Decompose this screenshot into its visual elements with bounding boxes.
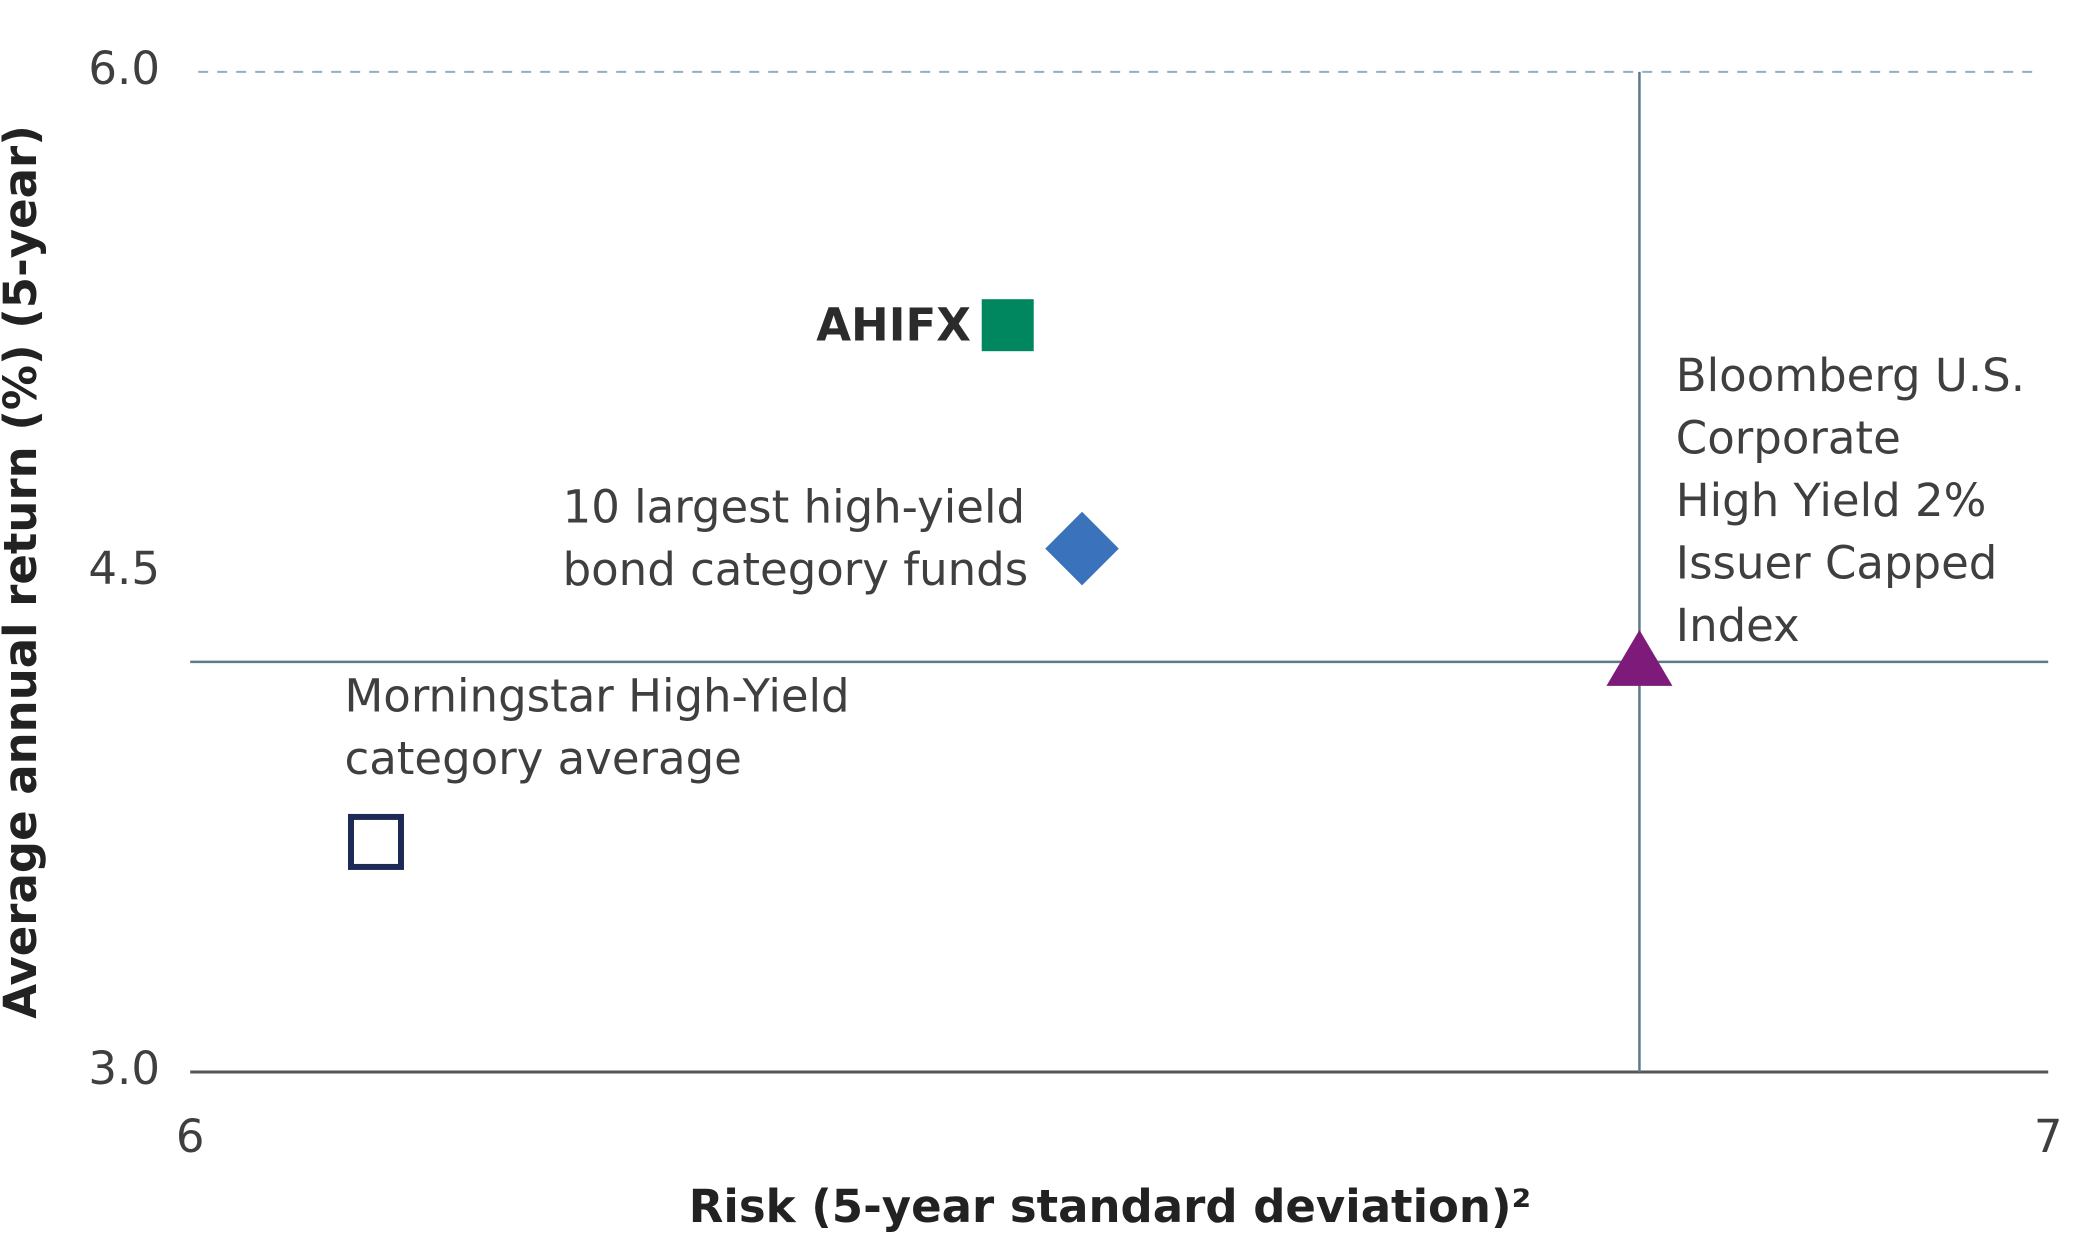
series-label: High Yield 2% — [1676, 474, 1987, 527]
marker — [981, 299, 1034, 352]
marker — [1606, 629, 1673, 686]
series-label: AHIFX — [816, 299, 971, 352]
series-label: Corporate — [1676, 412, 1901, 465]
series-label: Issuer Capped — [1676, 537, 1998, 590]
y-tick-label: 4.5 — [88, 542, 160, 595]
x-tick-label: 7 — [2034, 1110, 2063, 1163]
marker — [1045, 511, 1119, 586]
marker — [347, 813, 404, 870]
y-axis-label: Average annual return (%) (5-year) — [0, 125, 47, 1019]
series-label: 10 largest high-yield — [563, 481, 1025, 534]
series-label: Index — [1676, 599, 1800, 652]
series-label: Bloomberg U.S. — [1676, 349, 2025, 402]
y-tick-label: 3.0 — [88, 1042, 160, 1095]
series-label: bond category funds — [563, 543, 1029, 596]
series-label: Morningstar High-Yield — [344, 670, 849, 723]
series-label: category average — [344, 732, 741, 785]
x-tick-label: 6 — [176, 1110, 205, 1163]
y-tick-label: 6.0 — [88, 42, 160, 95]
x-axis-label: Risk (5-year standard deviation)² — [689, 1180, 1531, 1233]
